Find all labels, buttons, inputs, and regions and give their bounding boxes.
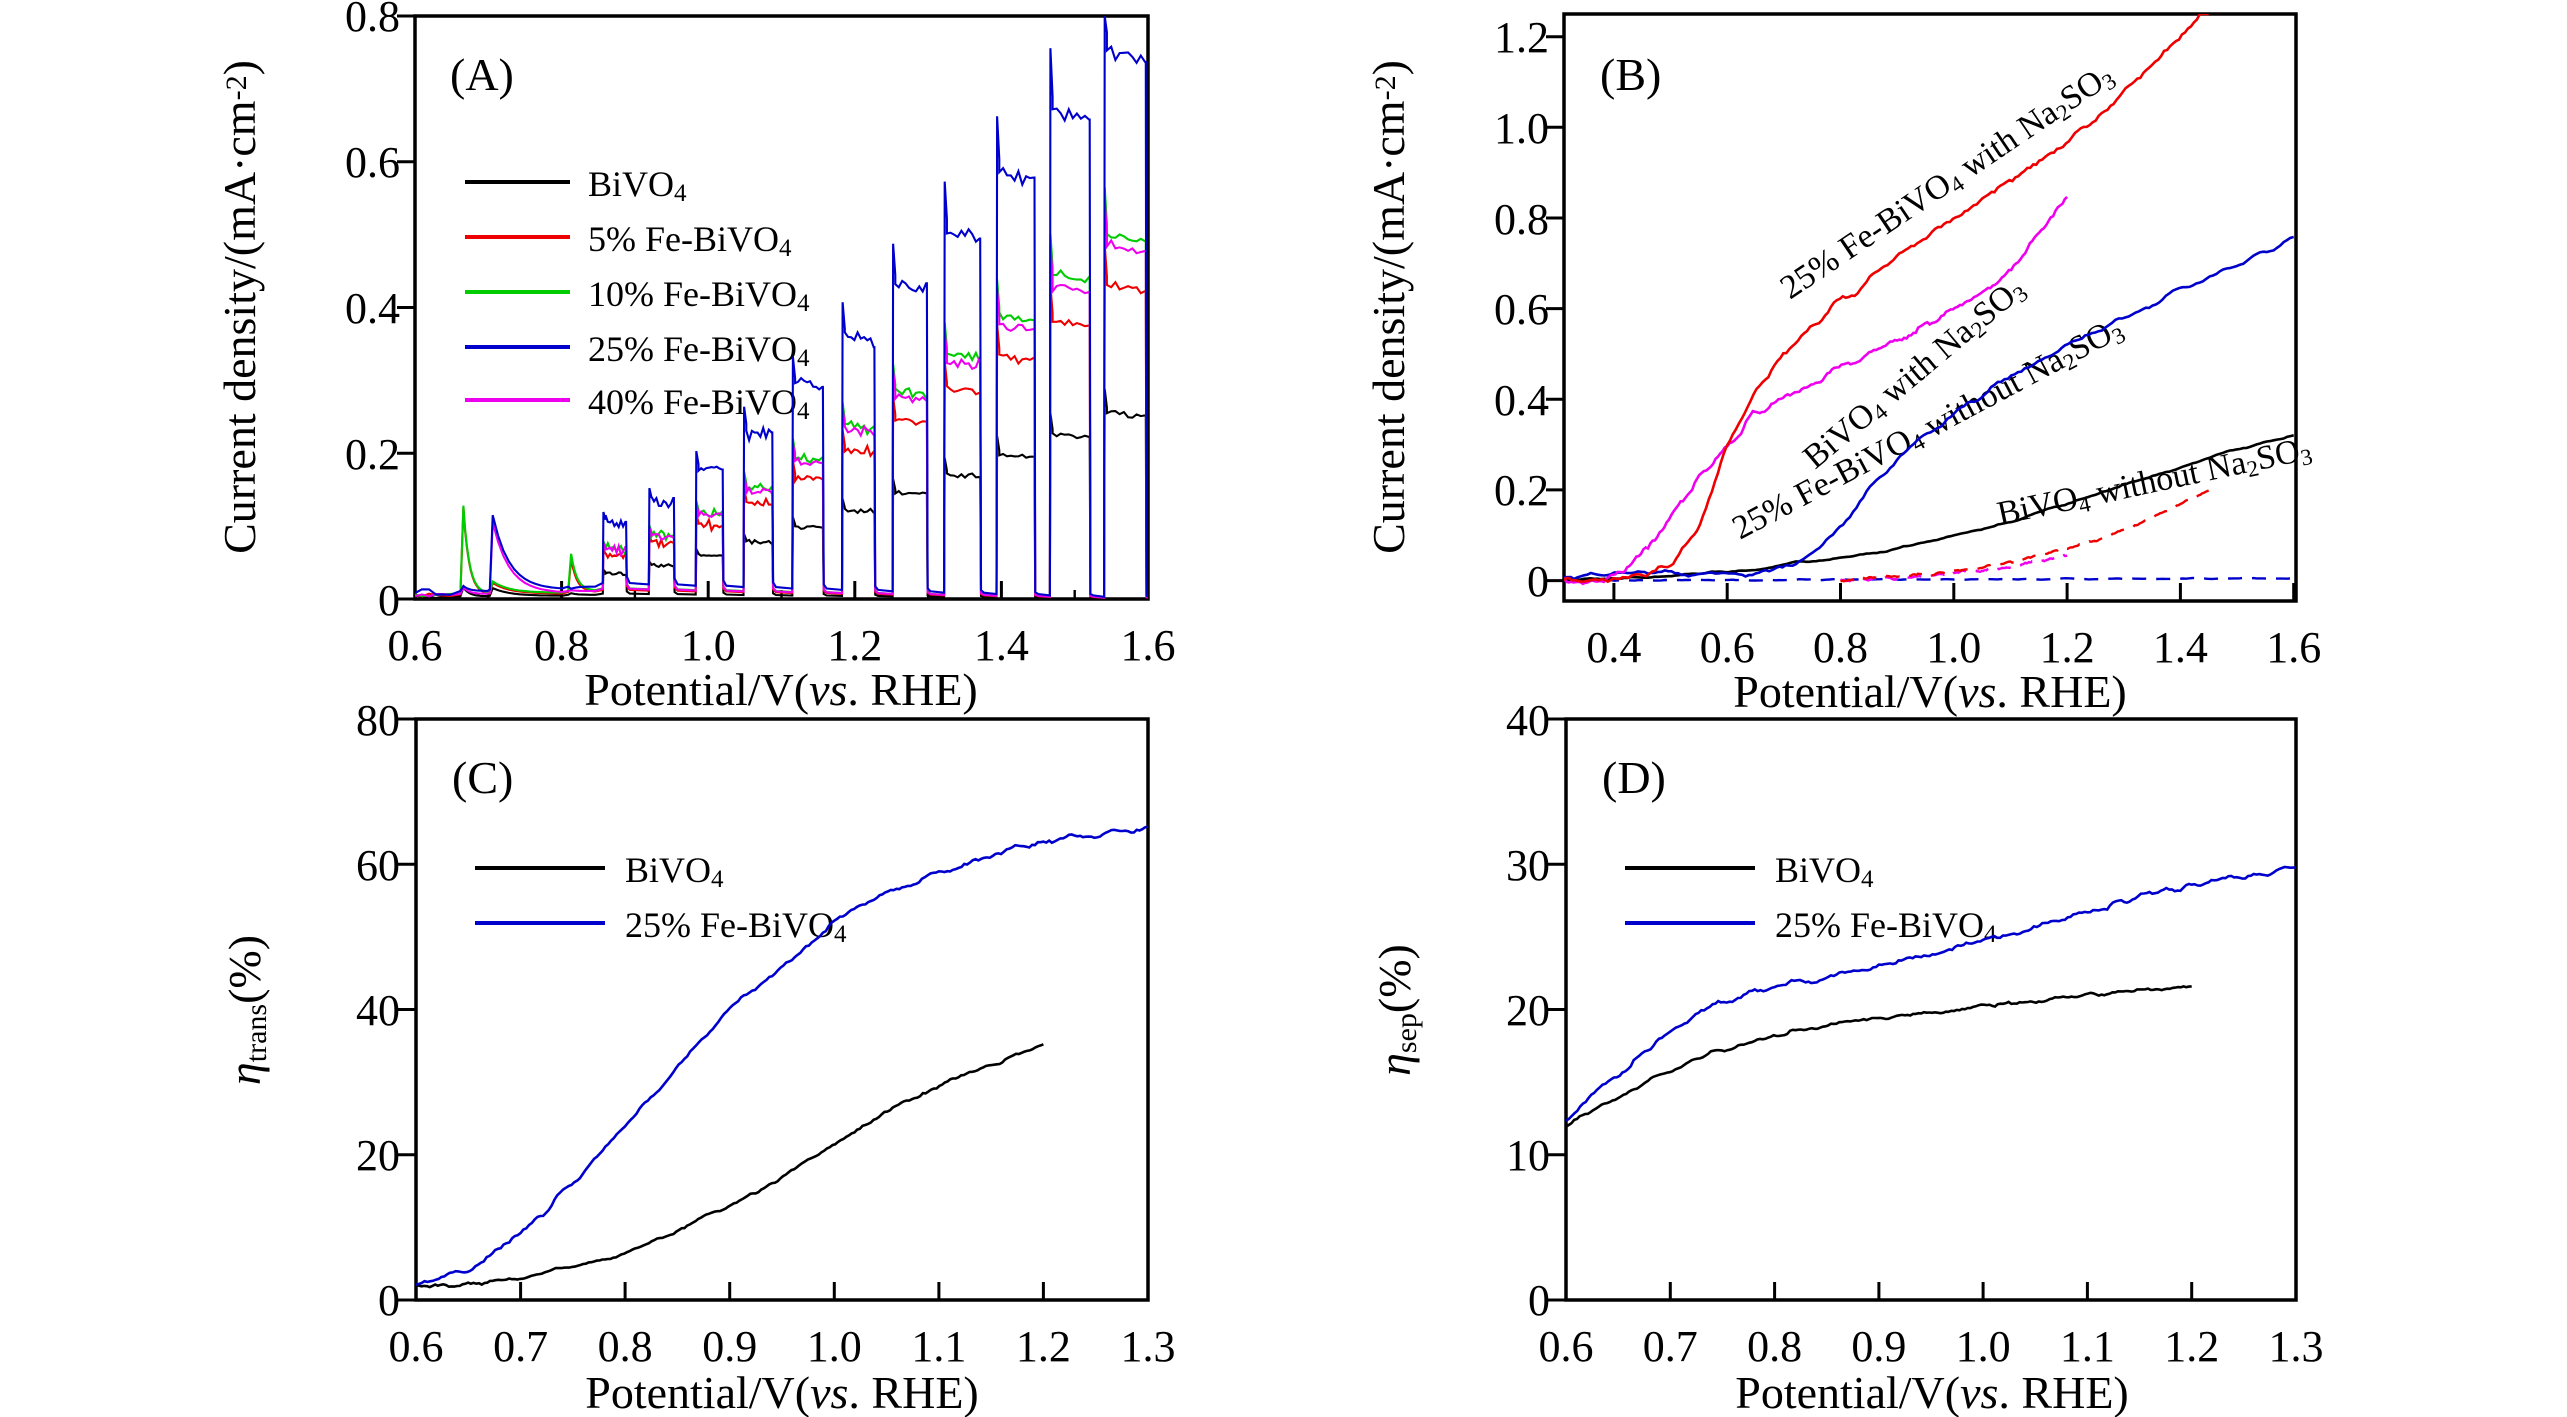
svg-text:1.0: 1.0 bbox=[681, 621, 736, 670]
svg-text:(B): (B) bbox=[1600, 49, 1661, 100]
svg-text:(D): (D) bbox=[1602, 752, 1666, 803]
svg-text:0.6: 0.6 bbox=[1494, 285, 1549, 334]
svg-text:BiVO4: BiVO4 bbox=[625, 850, 724, 893]
svg-text:0.2: 0.2 bbox=[345, 430, 400, 479]
svg-text:0.6: 0.6 bbox=[389, 1322, 444, 1371]
svg-text:1.4: 1.4 bbox=[2153, 623, 2208, 672]
svg-text:0.8: 0.8 bbox=[1494, 195, 1549, 244]
svg-text:0.8: 0.8 bbox=[598, 1322, 653, 1371]
svg-text:BiVO4 without Na2SO3: BiVO4 without Na2SO3 bbox=[1994, 430, 2315, 534]
svg-text:Potential/V(vs. RHE): Potential/V(vs. RHE) bbox=[1733, 666, 2127, 717]
svg-text:10% Fe-BiVO4: 10% Fe-BiVO4 bbox=[588, 274, 810, 317]
svg-text:0.7: 0.7 bbox=[493, 1322, 548, 1371]
svg-text:0.6: 0.6 bbox=[345, 138, 400, 187]
svg-text:(C): (C) bbox=[452, 752, 513, 803]
svg-text:0.6: 0.6 bbox=[1539, 1322, 1594, 1371]
svg-text:0: 0 bbox=[378, 576, 400, 625]
svg-text:80: 80 bbox=[356, 696, 400, 745]
svg-text:Potential/V(vs. RHE): Potential/V(vs. RHE) bbox=[1735, 1367, 2129, 1417]
svg-text:1.2: 1.2 bbox=[2164, 1322, 2219, 1371]
svg-text:0.8: 0.8 bbox=[1813, 623, 1868, 672]
svg-text:0.8: 0.8 bbox=[534, 621, 589, 670]
svg-text:25% Fe-BiVO4 with Na2SO3: 25% Fe-BiVO4 with Na2SO3 bbox=[1774, 57, 2121, 308]
svg-text:Current density/(mA·cm-2): Current density/(mA·cm-2) bbox=[1363, 60, 1414, 554]
svg-text:0: 0 bbox=[1528, 1276, 1550, 1325]
svg-text:1.4: 1.4 bbox=[974, 621, 1029, 670]
svg-text:Current density/(mA·cm-2): Current density/(mA·cm-2) bbox=[214, 60, 265, 554]
svg-text:40: 40 bbox=[356, 986, 400, 1035]
svg-text:BiVO4: BiVO4 bbox=[588, 164, 687, 207]
svg-text:Potential/V(vs. RHE): Potential/V(vs. RHE) bbox=[584, 664, 978, 715]
svg-text:Potential/V(vs. RHE): Potential/V(vs. RHE) bbox=[585, 1367, 979, 1417]
svg-text:1.6: 1.6 bbox=[1121, 621, 1176, 670]
svg-text:1.3: 1.3 bbox=[1121, 1322, 1176, 1371]
svg-text:1.2: 1.2 bbox=[827, 621, 882, 670]
svg-text:1.2: 1.2 bbox=[1016, 1322, 1071, 1371]
svg-text:0.2: 0.2 bbox=[1494, 466, 1549, 515]
svg-text:10: 10 bbox=[1506, 1131, 1550, 1180]
svg-text:1.1: 1.1 bbox=[2060, 1322, 2115, 1371]
svg-text:1.0: 1.0 bbox=[807, 1322, 862, 1371]
svg-text:30: 30 bbox=[1506, 841, 1550, 890]
svg-text:5% Fe-BiVO4: 5% Fe-BiVO4 bbox=[588, 219, 792, 262]
svg-text:(A): (A) bbox=[450, 49, 514, 100]
svg-text:20: 20 bbox=[1506, 986, 1550, 1035]
svg-text:40: 40 bbox=[1506, 696, 1550, 745]
svg-text:0.7: 0.7 bbox=[1643, 1322, 1698, 1371]
svg-text:0.8: 0.8 bbox=[345, 0, 400, 41]
svg-text:60: 60 bbox=[356, 841, 400, 890]
svg-text:0.6: 0.6 bbox=[1700, 623, 1755, 672]
svg-text:ηtrans(%): ηtrans(%) bbox=[219, 935, 273, 1085]
svg-text:1.3: 1.3 bbox=[2269, 1322, 2324, 1371]
svg-text:20: 20 bbox=[356, 1131, 400, 1180]
svg-text:0.8: 0.8 bbox=[1747, 1322, 1802, 1371]
svg-text:0.4: 0.4 bbox=[345, 284, 400, 333]
svg-text:0.6: 0.6 bbox=[388, 621, 443, 670]
svg-text:1.0: 1.0 bbox=[1956, 1322, 2011, 1371]
svg-text:1.2: 1.2 bbox=[2040, 623, 2095, 672]
svg-text:0.9: 0.9 bbox=[1851, 1322, 1906, 1371]
svg-text:1.0: 1.0 bbox=[1494, 104, 1549, 153]
svg-text:1.1: 1.1 bbox=[911, 1322, 966, 1371]
svg-text:ηsep(%): ηsep(%) bbox=[1369, 944, 1423, 1076]
svg-text:25% Fe-BiVO4: 25% Fe-BiVO4 bbox=[588, 329, 810, 372]
svg-text:0.4: 0.4 bbox=[1494, 376, 1549, 425]
svg-text:1.6: 1.6 bbox=[2266, 623, 2321, 672]
svg-text:40% Fe-BiVO4: 40% Fe-BiVO4 bbox=[588, 382, 810, 425]
svg-text:BiVO4: BiVO4 bbox=[1775, 850, 1874, 893]
svg-text:0: 0 bbox=[378, 1276, 400, 1325]
svg-text:0.4: 0.4 bbox=[1586, 623, 1641, 672]
svg-text:1.0: 1.0 bbox=[1926, 623, 1981, 672]
svg-text:1.2: 1.2 bbox=[1494, 13, 1549, 62]
svg-text:0.9: 0.9 bbox=[702, 1322, 757, 1371]
svg-text:25% Fe-BiVO4: 25% Fe-BiVO4 bbox=[1775, 905, 1997, 948]
svg-text:0: 0 bbox=[1527, 557, 1549, 606]
